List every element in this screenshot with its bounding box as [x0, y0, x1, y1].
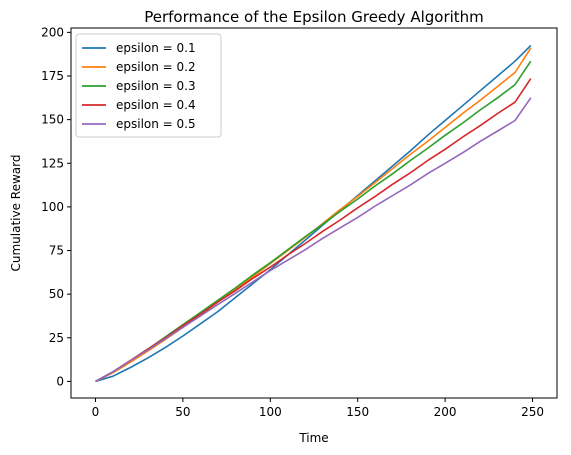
y-tick-label: 150	[41, 113, 64, 127]
x-axis-label: Time	[298, 431, 328, 445]
legend-label: epsilon = 0.3	[116, 79, 196, 93]
x-axis-ticks: 0 50 100 150 200 250	[92, 398, 544, 419]
y-tick-label: 175	[41, 69, 64, 83]
chart-title: Performance of the Epsilon Greedy Algori…	[144, 8, 484, 26]
x-tick-label: 150	[346, 405, 369, 419]
y-tick-label: 0	[56, 374, 64, 388]
legend-label: epsilon = 0.4	[116, 98, 196, 112]
legend-label: epsilon = 0.5	[116, 117, 196, 131]
series-layer	[95, 44, 532, 383]
series-line-5	[95, 97, 532, 383]
x-tick-label: 50	[175, 405, 190, 419]
y-tick-label: 200	[41, 25, 64, 39]
plot-frame	[70, 27, 558, 399]
series-line-1	[95, 44, 532, 383]
x-tick-label: 100	[259, 405, 282, 419]
x-tick-label: 0	[92, 405, 100, 419]
legend-label: epsilon = 0.2	[116, 60, 196, 74]
y-tick-label: 25	[49, 331, 64, 345]
series-line-4	[95, 78, 532, 383]
legend: epsilon = 0.1 epsilon = 0.2 epsilon = 0.3 e…	[75, 33, 222, 138]
y-tick-label: 125	[41, 156, 64, 170]
legend-label: epsilon = 0.1	[116, 41, 196, 55]
x-tick-label: 250	[521, 405, 544, 419]
y-tick-label: 100	[41, 200, 64, 214]
y-tick-label: 50	[49, 287, 64, 301]
x-tick-label: 200	[434, 405, 457, 419]
y-axis-label: Cumulative Reward	[9, 155, 23, 272]
y-axis-ticks: 0 25 50 75 100 125 150 175 200	[41, 25, 71, 388]
y-tick-label: 75	[49, 244, 64, 258]
legend-box	[75, 33, 222, 138]
